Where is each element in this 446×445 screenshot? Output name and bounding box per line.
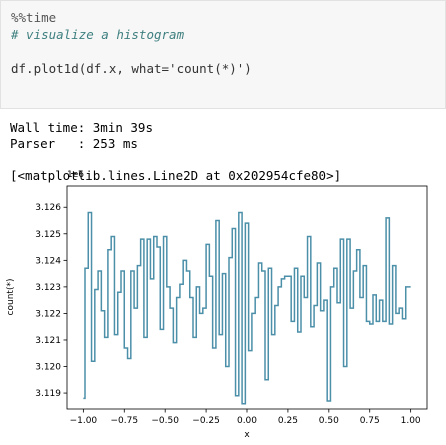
code-line-1: %%time — [11, 10, 57, 25]
x-tick-label: 1.00 — [401, 416, 421, 426]
x-tick-label: 0.25 — [278, 416, 298, 426]
y-tick-label: 3.124 — [35, 256, 61, 266]
output-parser-time: Parser : 253 ms — [10, 136, 138, 151]
x-tick-label: −1.00 — [70, 416, 98, 426]
y-tick-label: 3.120 — [35, 363, 61, 373]
x-tick-label: −0.25 — [192, 416, 220, 426]
x-tick-label: 0.50 — [319, 416, 339, 426]
y-tick-label: 3.121 — [35, 336, 61, 346]
y-axis-label: count(*) — [6, 279, 16, 316]
output-return-value: [<matplotlib.lines.Line2D at 0x202954cfe… — [10, 168, 342, 183]
y-tick-label: 3.122 — [35, 309, 61, 319]
code-line-2: # visualize a histogram — [11, 27, 185, 42]
output-wall-time: Wall time: 3min 39s — [10, 120, 153, 135]
series-line — [83, 211, 411, 405]
x-tick-label: −0.75 — [110, 416, 138, 426]
plot-frame — [66, 185, 428, 410]
y-offset-label: 1e6 — [67, 170, 84, 180]
code-line-4: df.plot1d(df.x, what='count(*)') — [11, 61, 252, 76]
x-tick-label: −0.50 — [151, 416, 179, 426]
y-tick-label: 3.126 — [35, 203, 61, 213]
code-cell-input[interactable]: %%time # visualize a histogram df.plot1d… — [0, 0, 446, 109]
y-tick-label: 3.119 — [35, 389, 61, 399]
y-tick-label: 3.125 — [35, 230, 61, 240]
y-tick-label: 3.123 — [35, 283, 61, 293]
x-tick-label: 0.00 — [237, 416, 257, 426]
x-tick-label: 0.75 — [360, 416, 380, 426]
x-axis-label: x — [244, 430, 250, 440]
